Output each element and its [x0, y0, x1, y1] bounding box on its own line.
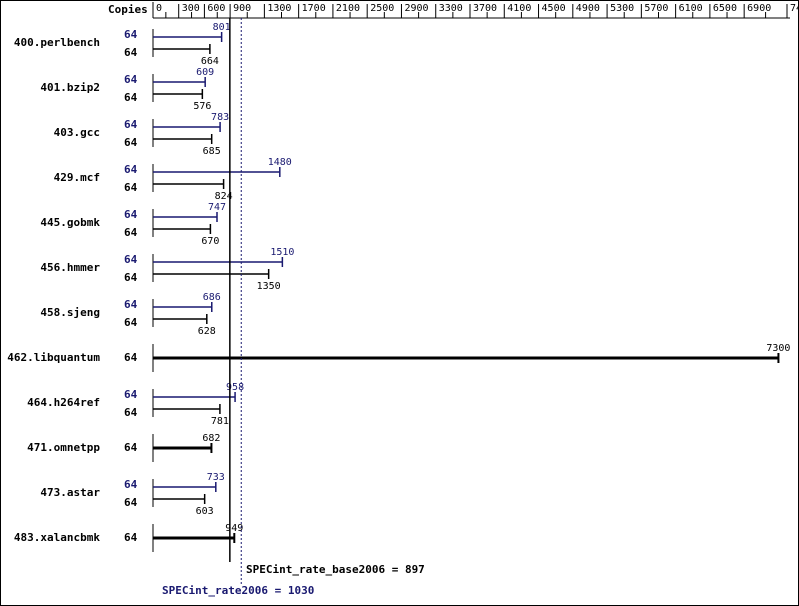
- copies-label: 64: [124, 478, 138, 491]
- copies-label: 64: [124, 136, 138, 149]
- benchmark-label: 458.sjeng: [40, 306, 100, 319]
- benchmark-label: 400.perlbench: [14, 36, 100, 49]
- copies-label: 64: [124, 298, 138, 311]
- value-label: 609: [196, 67, 214, 78]
- x-tick-label: 4100: [507, 3, 531, 14]
- benchmark-label: 445.gobmk: [40, 216, 100, 229]
- x-tick-label: 2900: [404, 3, 428, 14]
- copies-label: 64: [124, 226, 138, 239]
- copies-label: 64: [124, 118, 138, 131]
- x-tick-label: 1700: [302, 3, 326, 14]
- x-tick-label: 4900: [576, 3, 600, 14]
- value-label: 682: [202, 433, 220, 444]
- copies-label: 64: [124, 441, 138, 454]
- value-label: 958: [226, 382, 244, 393]
- copies-label: 64: [124, 91, 138, 104]
- copies-label: 64: [124, 271, 138, 284]
- x-tick-label: 6900: [747, 3, 771, 14]
- value-label: 576: [193, 101, 211, 112]
- copies-label: 64: [124, 163, 138, 176]
- value-label: 1350: [257, 281, 281, 292]
- copies-label: 64: [124, 316, 138, 329]
- benchmark-label: 401.bzip2: [40, 81, 100, 94]
- copies-label: 64: [124, 46, 138, 59]
- x-tick-label: 600: [207, 3, 225, 14]
- copies-label: 64: [124, 388, 138, 401]
- value-label: 603: [196, 506, 214, 517]
- value-label: 801: [213, 22, 231, 33]
- x-tick-label: 300: [182, 3, 200, 14]
- value-label: 824: [215, 191, 233, 202]
- copies-label: 64: [124, 406, 138, 419]
- copies-label: 64: [124, 28, 138, 41]
- value-label: 733: [207, 472, 225, 483]
- copies-label: 64: [124, 496, 138, 509]
- copies-label: 64: [124, 181, 138, 194]
- copies-label: 64: [124, 253, 138, 266]
- benchmark-label: 473.astar: [40, 486, 100, 499]
- x-tick-label: 900: [233, 3, 251, 14]
- x-tick-label: 4500: [542, 3, 566, 14]
- x-tick-label: 6100: [679, 3, 703, 14]
- value-label: 686: [203, 292, 221, 303]
- x-tick-label: 0: [156, 3, 162, 14]
- reference-label: SPECint_rate2006 = 1030: [162, 584, 314, 597]
- x-tick-label: 3300: [439, 3, 463, 14]
- copies-label: 64: [124, 73, 138, 86]
- value-label: 781: [211, 416, 229, 427]
- value-label: 685: [203, 146, 221, 157]
- x-tick-label: 6500: [713, 3, 737, 14]
- benchmark-label: 403.gcc: [54, 126, 100, 139]
- copies-label: 64: [124, 531, 138, 544]
- value-label: 664: [201, 56, 219, 67]
- value-label: 7300: [766, 343, 790, 354]
- value-label: 1510: [270, 247, 294, 258]
- x-tick-label: 1300: [267, 3, 291, 14]
- copies-label: 64: [124, 351, 138, 364]
- x-axis-label: Copies: [108, 3, 148, 16]
- benchmark-label: 456.hmmer: [40, 261, 100, 274]
- benchmark-label: 471.omnetpp: [27, 441, 100, 454]
- benchmark-label: 429.mcf: [54, 171, 100, 184]
- value-label: 783: [211, 112, 229, 123]
- benchmark-label: 462.libquantum: [7, 351, 100, 364]
- x-tick-label: 3700: [473, 3, 497, 14]
- x-tick-label: 2100: [336, 3, 360, 14]
- x-tick-label: 5300: [610, 3, 634, 14]
- benchmark-label: 464.h264ref: [27, 396, 100, 409]
- value-label: 670: [201, 236, 219, 247]
- value-label: 747: [208, 202, 226, 213]
- value-label: 1480: [268, 157, 292, 168]
- reference-label: SPECint_rate_base2006 = 897: [246, 563, 425, 576]
- copies-label: 64: [124, 208, 138, 221]
- benchmark-label: 483.xalancbmk: [14, 531, 100, 544]
- x-tick-label: 5700: [644, 3, 668, 14]
- value-label: 949: [225, 523, 243, 534]
- value-label: 628: [198, 326, 216, 337]
- x-tick-label: 2500: [370, 3, 394, 14]
